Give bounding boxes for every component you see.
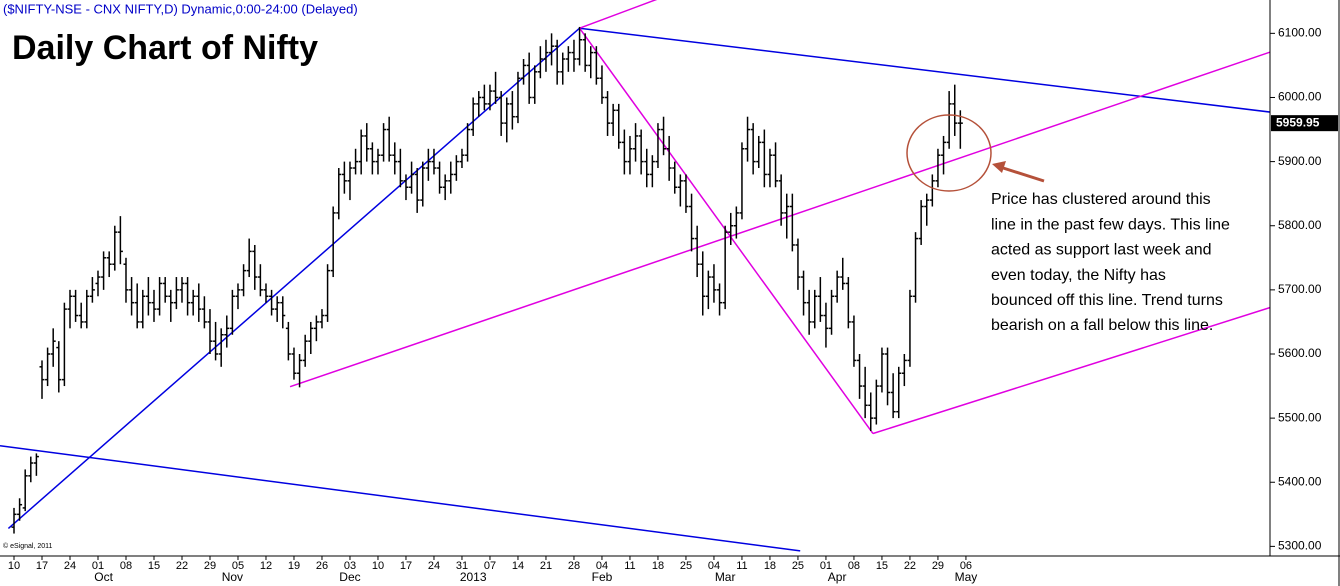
trend-line [872, 306, 1270, 435]
x-tick-label: 01 [92, 560, 104, 572]
x-tick-label: 15 [876, 560, 888, 572]
month-label: Mar [715, 570, 736, 584]
y-tick-label: 5800.00 [1278, 218, 1322, 232]
x-tick-label: 25 [792, 560, 804, 572]
x-tick-label: 18 [764, 560, 776, 572]
x-tick-label: 25 [680, 560, 692, 572]
annotation-line: acted as support last week and [991, 242, 1212, 259]
trend-line [0, 444, 801, 552]
x-tick-label: 29 [204, 560, 216, 572]
month-label: Nov [222, 570, 243, 584]
x-tick-label: 12 [260, 560, 272, 572]
month-label: Dec [339, 570, 360, 584]
x-tick-label: 04 [708, 560, 720, 572]
x-tick-label: 24 [428, 560, 440, 572]
y-tick-label: 5700.00 [1278, 282, 1322, 296]
x-tick-label: 05 [232, 560, 244, 572]
annotation-line: bearish on a fall below this line. [991, 317, 1213, 334]
x-tick-label: 17 [400, 560, 412, 572]
x-tick-label: 29 [932, 560, 944, 572]
y-tick-label: 6100.00 [1278, 26, 1322, 40]
chart-title: Daily Chart of Nifty [12, 29, 318, 67]
x-tick-label: 22 [904, 560, 916, 572]
trend-line [7, 27, 581, 529]
x-tick-label: 01 [820, 560, 832, 572]
x-tick-label: 14 [512, 560, 524, 572]
month-label: Apr [828, 570, 847, 584]
last-price-box [1271, 115, 1338, 132]
y-tick-label: 6000.00 [1278, 90, 1322, 104]
arrow-shaft [999, 165, 1045, 183]
month-label: May [955, 570, 978, 584]
y-tick-label: 5300.00 [1278, 539, 1322, 553]
x-tick-label: 07 [484, 560, 496, 572]
x-tick-label: 04 [596, 560, 608, 572]
x-tick-label: 19 [288, 560, 300, 572]
x-tick-label: 31 [456, 560, 468, 572]
arrow-head [992, 161, 1006, 173]
annotation-line: line in the past few days. This line [991, 216, 1230, 233]
trend-line [578, 27, 874, 434]
y-tick-label: 5900.00 [1278, 154, 1322, 168]
x-tick-label: 21 [540, 560, 552, 572]
x-tick-label: 26 [316, 560, 328, 572]
x-tick-label: 06 [960, 560, 972, 572]
x-tick-label: 17 [36, 560, 48, 572]
y-tick-label: 5500.00 [1278, 410, 1322, 424]
x-tick-label: 11 [624, 560, 635, 572]
annotation-line: Price has clustered around this [991, 191, 1211, 208]
x-tick-label: 08 [120, 560, 132, 572]
chart-header: ($NIFTY-NSE - CNX NIFTY,D) Dynamic,0:00-… [3, 1, 358, 16]
x-tick-label: 15 [148, 560, 160, 572]
annotation-line: bounced off this line. Trend turns [991, 292, 1223, 309]
trend-line [579, 0, 658, 29]
month-label: 2013 [460, 570, 487, 584]
x-tick-label: 08 [848, 560, 860, 572]
x-tick-label: 24 [64, 560, 76, 572]
last-price-label: 5959.95 [1276, 115, 1320, 129]
x-tick-label: 28 [568, 560, 580, 572]
annotation: Price has clustered around this line in t… [991, 191, 1230, 334]
x-tick-label: 18 [652, 560, 664, 572]
x-tick-label: 10 [8, 560, 20, 572]
annotation-line: even today, the Nifty has [991, 267, 1166, 284]
x-tick-label: 22 [176, 560, 188, 572]
trend-line [289, 51, 1270, 388]
y-tick-label: 5400.00 [1278, 474, 1322, 488]
x-tick-label: 11 [736, 560, 747, 572]
copyright: © eSignal, 2011 [3, 542, 53, 550]
y-tick-label: 5600.00 [1278, 346, 1322, 360]
x-tick-label: 03 [344, 560, 356, 572]
plot-area [0, 0, 1270, 552]
trend-line [579, 27, 1270, 113]
x-tick-label: 10 [372, 560, 384, 572]
month-label: Feb [592, 570, 613, 584]
month-label: Oct [94, 570, 113, 584]
highlight-circle [906, 114, 992, 192]
